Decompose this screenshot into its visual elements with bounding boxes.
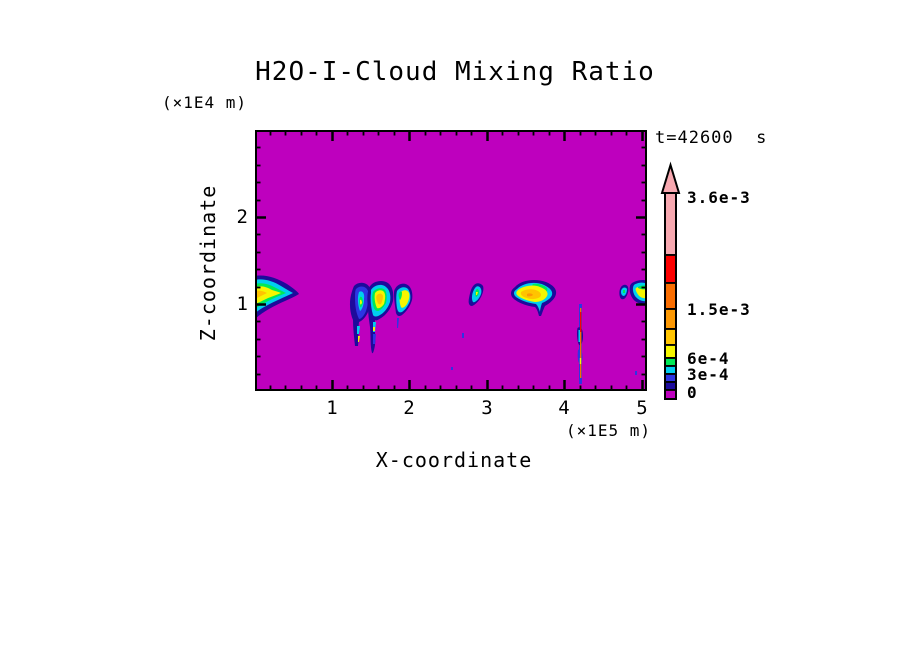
cloud-blob-large xyxy=(511,279,557,316)
cloud-layer-yellow xyxy=(635,286,645,299)
cloud-layer-yellow xyxy=(579,358,582,364)
colorbar-segment-pink xyxy=(664,192,677,256)
colorbar-segment-blue xyxy=(664,373,677,383)
z-axis-unit-label: (×1E4 m) xyxy=(162,93,248,112)
colorbar-segment-cyan xyxy=(664,365,677,375)
cloud-layer-yellow xyxy=(358,336,360,342)
colorbar-segment-yellow xyxy=(664,344,677,359)
colorbar-tick-label-1.5e-3: 1.5e-3 xyxy=(687,300,751,319)
cloud-layer-amber xyxy=(376,293,383,305)
cloud-blob-cluster-right xyxy=(394,283,413,328)
colorbar xyxy=(650,158,820,408)
x-tick-label-4: 4 xyxy=(558,397,570,419)
z-tick-label-2: 2 xyxy=(236,206,248,228)
heatmap-canvas xyxy=(255,130,647,391)
cloud-layer-yellow xyxy=(257,286,281,304)
cloud-layer-blue xyxy=(373,334,376,344)
x-axis-title: X-coordinate xyxy=(375,448,533,472)
cloud-layer-amber xyxy=(257,290,267,298)
colorbar-arrow-top xyxy=(660,161,681,194)
colorbar-tick-label-3e-4: 3e-4 xyxy=(687,365,730,384)
colorbar-segment-background_magenta xyxy=(664,389,677,400)
colorbar-tick-label-0: 0 xyxy=(687,383,698,402)
colorbar-segment-green xyxy=(664,357,677,367)
cloud-layer-blue xyxy=(397,318,399,328)
colorbar-segment-red xyxy=(664,254,677,284)
cloud-layer-blue xyxy=(635,371,637,375)
x-axis-unit-label: (×1E5 m) xyxy=(566,421,652,440)
cloud-blob-small-center xyxy=(468,283,484,306)
cloud-layer-green xyxy=(623,290,625,293)
cloud-blob-cluster-middle-with-virga xyxy=(367,280,394,354)
cloud-layer-blue xyxy=(462,333,464,338)
colorbar-segment-navy xyxy=(664,381,677,391)
colorbar-segment-amber xyxy=(664,328,677,346)
x-tick-label-2: 2 xyxy=(403,397,415,419)
colorbar-border xyxy=(664,192,677,400)
cloud-layer-yellow xyxy=(373,327,375,331)
colorbar-canvas xyxy=(660,161,681,400)
plot-border xyxy=(255,130,647,391)
x-tick-label-1: 1 xyxy=(326,397,338,419)
x-tick-label-3: 3 xyxy=(481,397,493,419)
cloud-layer-green xyxy=(398,291,402,300)
cloud-layer-cyan xyxy=(578,330,580,342)
cloud-layer-red xyxy=(580,312,582,332)
z-tick-label-1: 1 xyxy=(236,293,248,315)
z-axis-title: Z-coordinate xyxy=(196,184,220,342)
time-annotation: t=42600 s xyxy=(655,128,768,148)
precip-streak-vertical xyxy=(576,304,583,384)
cloud-layer-cyan xyxy=(357,326,360,334)
x-tick-label-5: 5 xyxy=(636,397,648,419)
cloud-layer-blue xyxy=(451,367,453,370)
colorbar-tick-label-6e-4: 6e-4 xyxy=(687,349,730,368)
cloud-layer-yellow xyxy=(476,292,478,295)
plot-area xyxy=(255,130,647,391)
colorbar-segment-orange xyxy=(664,308,677,330)
cloud-layer-yellow xyxy=(399,290,410,308)
faint-specks xyxy=(451,333,637,375)
heatmap-background xyxy=(255,130,647,391)
cloud-blob-cluster-left-with-virga xyxy=(349,282,372,346)
colorbar-segment-orange_red xyxy=(664,282,677,310)
chart-title: H2O-I-Cloud Mixing Ratio xyxy=(255,57,655,87)
colorbar-tick-label-3.6e-3: 3.6e-3 xyxy=(687,188,751,207)
cloud-layer-orange xyxy=(527,293,533,297)
cloud-layer-yellow xyxy=(360,299,362,305)
